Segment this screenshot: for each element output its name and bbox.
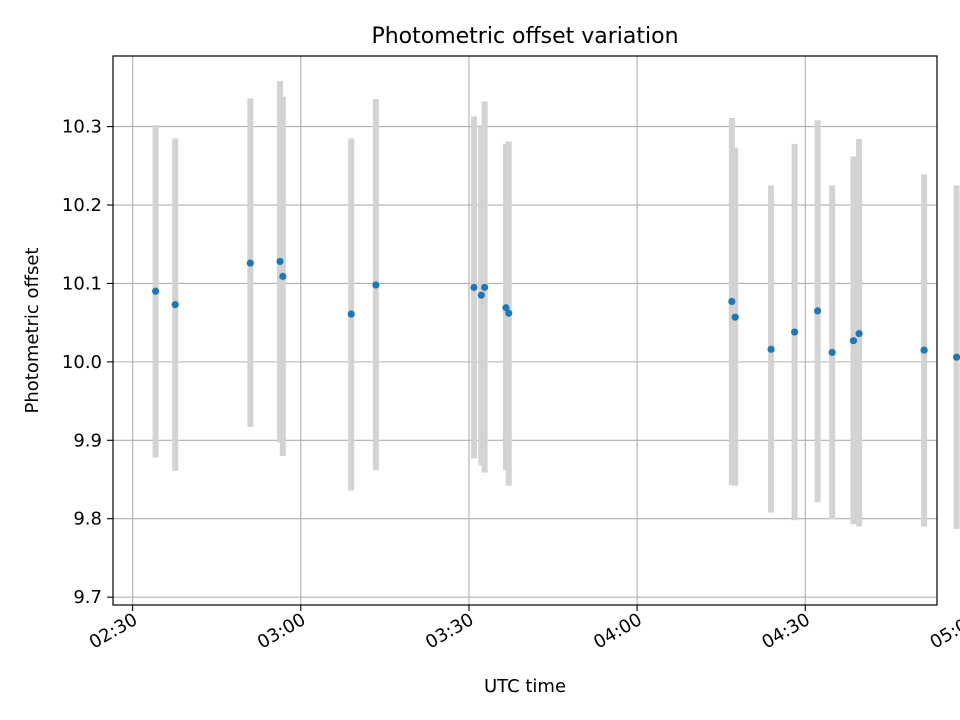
y-axis-label: Photometric offset <box>22 248 43 414</box>
y-tick-label: 10.0 <box>62 352 102 373</box>
data-point <box>828 348 836 357</box>
data-point <box>171 301 179 309</box>
y-tick-label: 9.8 <box>73 509 102 530</box>
data-point <box>347 310 355 318</box>
chart-title: Photometric offset variation <box>371 24 678 49</box>
y-tick-label: 9.7 <box>73 587 102 608</box>
data-point <box>728 297 736 306</box>
data-point <box>481 283 489 291</box>
data-points <box>152 257 960 361</box>
data-point <box>502 304 510 312</box>
data-point <box>814 307 822 315</box>
y-tick-label: 10.1 <box>62 273 102 294</box>
data-point <box>849 337 858 345</box>
data-point <box>152 287 160 295</box>
x-axis-label: UTC time <box>484 676 566 697</box>
data-point <box>953 353 960 361</box>
data-point <box>791 328 799 336</box>
y-tick-label: 10.2 <box>62 195 102 216</box>
data-point <box>855 330 863 338</box>
data-point <box>920 346 928 354</box>
data-point <box>276 257 284 266</box>
plot-area-frame <box>112 55 938 606</box>
data-point <box>372 281 380 289</box>
data-point <box>731 313 739 321</box>
data-point <box>477 291 485 299</box>
data-point <box>767 345 775 353</box>
y-tick-label: 9.9 <box>73 430 102 451</box>
data-point <box>470 283 478 291</box>
data-point <box>505 309 513 317</box>
data-point <box>246 259 254 267</box>
data-point <box>279 272 287 280</box>
y-tick-label: 10.3 <box>62 117 102 138</box>
